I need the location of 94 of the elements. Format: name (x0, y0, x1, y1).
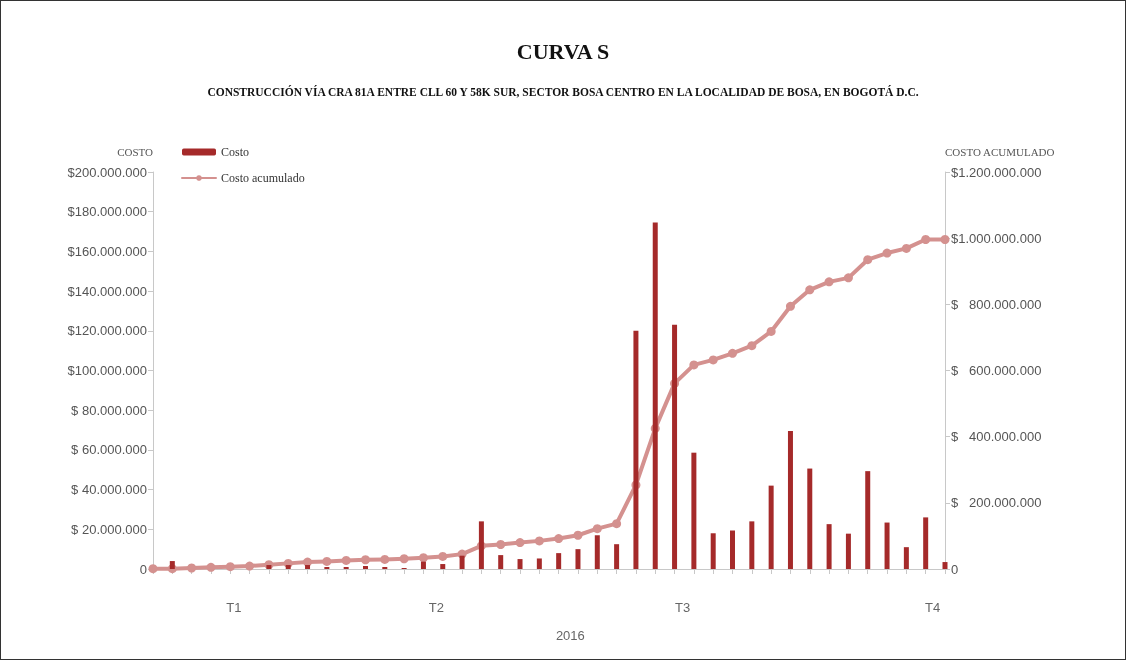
bar (536, 558, 542, 569)
legend-label: Costo (221, 145, 250, 159)
bar (691, 452, 697, 569)
bar (633, 330, 639, 569)
point (921, 234, 931, 244)
point (592, 524, 602, 534)
bar (556, 553, 562, 569)
y2-tick-label: $ 800.000.000 (951, 296, 1042, 312)
bar (903, 547, 909, 569)
bar (826, 524, 832, 569)
point (148, 564, 158, 574)
point (206, 562, 216, 572)
point (882, 248, 892, 258)
bar (517, 559, 523, 569)
bar (787, 431, 793, 569)
point (901, 243, 911, 253)
point (940, 234, 950, 244)
point (766, 326, 776, 336)
point (438, 551, 448, 561)
bar (459, 555, 465, 569)
point (534, 536, 544, 546)
point (322, 556, 332, 566)
y2-tick-label: $ 400.000.000 (951, 429, 1042, 445)
point (747, 341, 757, 351)
point (689, 360, 699, 370)
bar (652, 222, 658, 569)
bar (575, 549, 581, 569)
bar (285, 565, 291, 569)
bar (420, 561, 426, 569)
y-tick-label: $160.000.000 (67, 243, 147, 259)
y-tick-label: $100.000.000 (67, 363, 147, 378)
point (573, 530, 583, 540)
y-tick-label: $ 60.000.000 (71, 442, 147, 458)
point (554, 534, 564, 544)
text: T3 (674, 600, 691, 615)
y-tick-label: $120.000.000 (67, 323, 147, 339)
text: 2016 (555, 628, 585, 643)
bar (594, 535, 600, 569)
y-axis-title: COSTO (117, 145, 154, 158)
point (612, 519, 622, 529)
bar (498, 555, 504, 569)
bar (672, 324, 678, 569)
point (708, 355, 718, 365)
point (728, 348, 738, 358)
bar (923, 517, 929, 569)
y-tick-label: $180.000.000 (67, 204, 147, 220)
bar (845, 533, 851, 569)
y2-tick-label: $ 200.000.000 (951, 495, 1042, 511)
bar (710, 533, 716, 569)
y2-tick-label: $1.000.000.000 (951, 230, 1042, 246)
point (361, 555, 370, 565)
point (187, 563, 197, 573)
point (805, 285, 815, 295)
bar (730, 530, 736, 569)
y2-tick-label: $ 600.000.000 (951, 363, 1042, 378)
bar (749, 521, 755, 569)
point (341, 555, 351, 565)
bar (440, 564, 446, 569)
text: T2 (428, 600, 445, 615)
y-tick-label: $140.000.000 (67, 283, 147, 299)
y-tick-label: $ 80.000.000 (71, 402, 147, 418)
point (496, 540, 506, 550)
chart-title: CURVA S (516, 38, 610, 64)
point (418, 553, 428, 563)
bar (169, 561, 175, 569)
point (245, 561, 255, 571)
y2-tick-label: $1.200.000.000 (951, 164, 1042, 180)
bar (478, 521, 484, 569)
legend-label: Costo acumulado (221, 171, 305, 185)
point (785, 301, 795, 311)
bar (865, 471, 871, 569)
y2-axis-title: COSTO ACUMULADO (945, 145, 1055, 158)
y-tick-label: $ 40.000.000 (71, 482, 147, 498)
y-tick-label: 0 (139, 561, 147, 577)
bar (305, 565, 311, 569)
text: T4 (925, 600, 941, 615)
point (399, 554, 409, 564)
point (225, 562, 235, 572)
point (824, 277, 834, 287)
bar (614, 544, 620, 569)
bar (768, 485, 774, 569)
y-tick-label: $ 20.000.000 (71, 521, 147, 537)
point (863, 255, 873, 265)
bar (362, 566, 368, 569)
chart-subtitle: CONSTRUCCIÓN VÍA CRA 81A ENTRE CLL 60 Y 58K SUR, SECTOR BOSA CENTRO EN LA LOCALIDAD DE BOSA, EN BOGOTÁ D.C. (207, 85, 919, 98)
bar (266, 565, 272, 569)
point (843, 273, 853, 283)
bar (884, 522, 890, 569)
point (380, 554, 390, 564)
point (515, 538, 525, 548)
text: T1 (226, 600, 242, 615)
bar (807, 468, 813, 569)
y-tick-label: $200.000.000 (67, 164, 147, 180)
y2-tick-label: 0 (951, 561, 959, 577)
